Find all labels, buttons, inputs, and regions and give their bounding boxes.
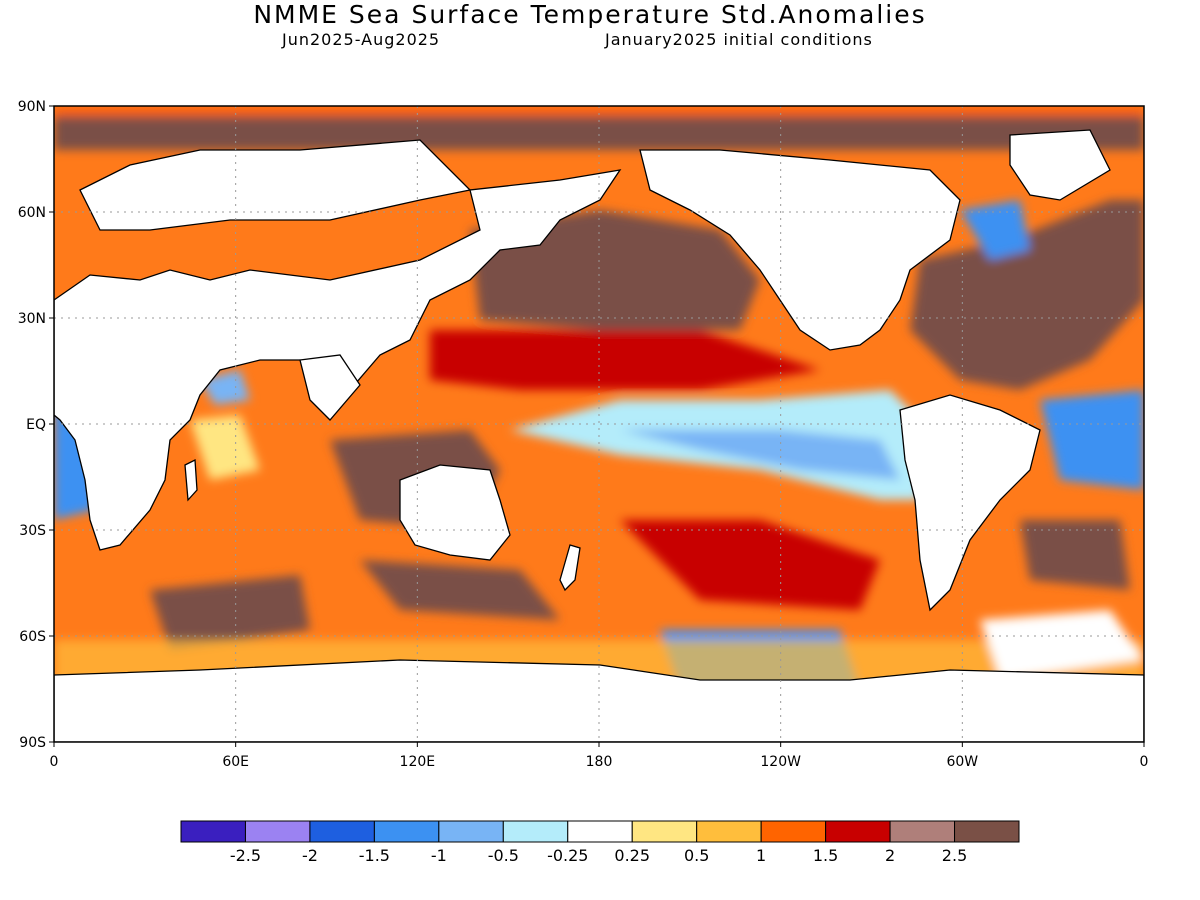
western-indian-ocean — [190, 415, 260, 480]
colorbar-swatch — [760, 820, 827, 843]
latitude-label: 60N — [18, 205, 46, 221]
colorbar-label: 1.5 — [813, 846, 838, 865]
longitude-label: 60E — [222, 754, 249, 770]
colorbar-label: 0.5 — [684, 846, 709, 865]
latitude-label: 90N — [18, 99, 46, 115]
south-atlantic-warm — [1020, 520, 1130, 590]
colorbar-label: 2.5 — [942, 846, 967, 865]
colorbar-swatch — [825, 820, 891, 843]
colorbar-label: 0.25 — [614, 846, 650, 865]
latitude-labels: 90N 60N 30N EQ 30S 60S 90S — [18, 99, 46, 751]
colorbar-label: 1 — [756, 846, 766, 865]
longitude-label: 120W — [760, 754, 801, 770]
south-indian-warm-region — [150, 575, 310, 650]
grid-lines — [54, 106, 1144, 742]
latitude-label: EQ — [26, 417, 46, 433]
northern-eurasia — [79, 139, 472, 231]
longitude-label: 60W — [946, 754, 978, 770]
colorbar-swatch — [373, 820, 440, 843]
polar-band — [54, 106, 1144, 116]
weddell-sea-neutral — [980, 610, 1144, 680]
arctic-warm-band — [54, 110, 1144, 150]
initial-conditions: January2025 initial conditions — [605, 30, 873, 49]
colorbar-swatch — [438, 820, 504, 843]
latitude-label: 90S — [19, 735, 46, 751]
longitude-label: 0 — [1140, 754, 1149, 770]
colorbar-swatch — [889, 820, 956, 843]
greenland — [1009, 129, 1111, 201]
subtropical-pacific-band — [430, 330, 820, 390]
colorbar-label: -2.5 — [230, 846, 261, 865]
labrador-sea-cool — [960, 200, 1030, 260]
latitude-label: 30N — [18, 311, 46, 327]
south-pacific-warm — [620, 520, 880, 610]
map-title: NMME Sea Surface Temperature Std.Anomali… — [253, 0, 927, 29]
india — [299, 354, 361, 421]
colorbar-swatch — [244, 820, 311, 843]
longitude-labels: 0 60E 120E 180 120W 60W 0 — [50, 754, 1149, 770]
colorbar-label: -0.5 — [488, 846, 519, 865]
colorbar-label: -2 — [302, 846, 318, 865]
colorbar: -2.5 -2 -1.5 -1 -0.5 -0.25 0.25 0.5 1 1.5 2 2.5 — [180, 820, 1020, 865]
tick-marks — [49, 105, 1145, 747]
colorbar-swatch — [180, 820, 246, 843]
colorbar-swatch — [631, 820, 698, 843]
colorbar-swatch — [309, 820, 375, 843]
equatorial-cool-core — [620, 430, 900, 480]
colorbar-swatch — [954, 820, 1020, 843]
latitude-label: 30S — [19, 523, 46, 539]
south-america — [899, 394, 1041, 612]
longitude-label: 120E — [400, 754, 436, 770]
colorbar-label: -1 — [431, 846, 447, 865]
australia — [399, 464, 511, 561]
north-atlantic-warm-region — [910, 200, 1144, 390]
south-of-australia-warm — [360, 560, 560, 620]
tropical-atlantic-cool — [1040, 390, 1144, 490]
north-america — [639, 149, 961, 351]
colorbar-label: -0.25 — [547, 846, 588, 865]
longitude-label: 0 — [50, 754, 59, 770]
colorbar-label: 2 — [885, 846, 895, 865]
colorbar-swatch — [567, 820, 633, 843]
colorbar-swatch — [696, 820, 762, 843]
madagascar — [184, 458, 198, 502]
forecast-period: Jun2025-Aug2025 — [282, 30, 441, 49]
colorbar-label: -1.5 — [359, 846, 390, 865]
new-zealand — [559, 544, 581, 592]
latitude-label: 60S — [19, 629, 46, 645]
longitude-label: 180 — [586, 754, 613, 770]
colorbar-swatch — [502, 820, 569, 843]
